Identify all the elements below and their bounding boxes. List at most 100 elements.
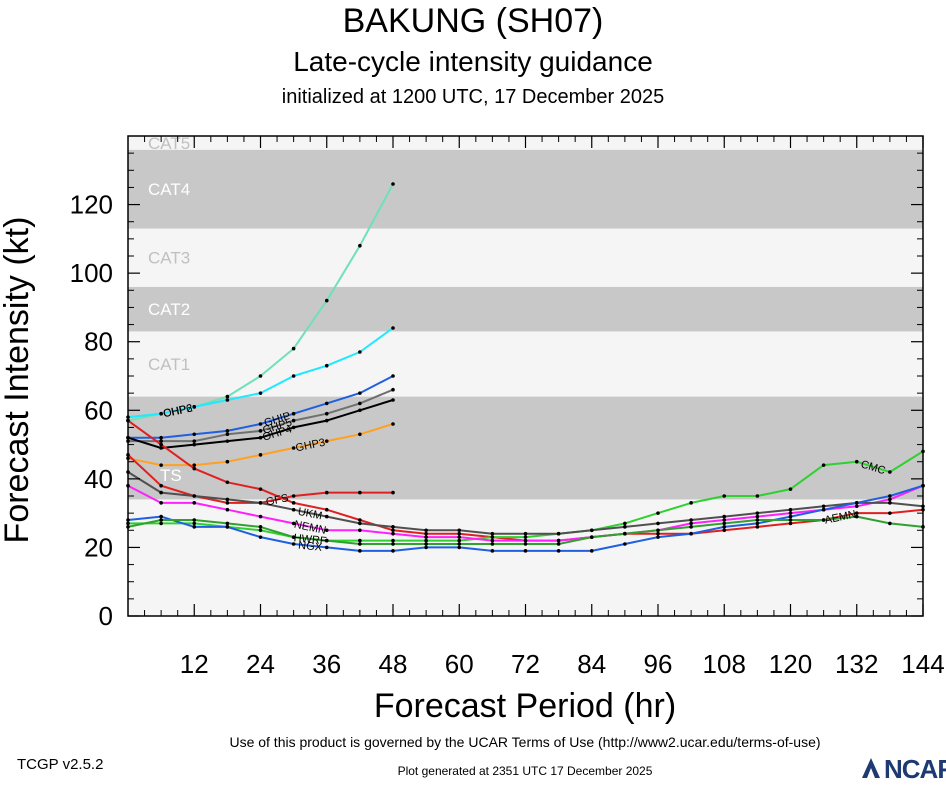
series-point-cmc bbox=[192, 521, 197, 526]
series-point-nemn bbox=[358, 528, 362, 533]
y-axis-label: Forecast Intensity (kt) bbox=[0, 217, 36, 544]
series-point-aemn bbox=[192, 466, 197, 471]
series-point-ukm bbox=[722, 514, 727, 519]
series-label-chp6: CHP6 bbox=[162, 402, 193, 420]
series-point-nemn bbox=[523, 538, 528, 543]
series-point-ngx bbox=[391, 549, 395, 553]
series-point-cmc bbox=[159, 521, 163, 526]
series-point-ohp2 bbox=[358, 350, 362, 354]
series-point-ghp3 bbox=[324, 439, 329, 443]
series-point-ghip bbox=[258, 422, 263, 426]
series-point-ghip bbox=[159, 435, 163, 440]
initialization-time: initialized at 1200 UTC, 17 December 202… bbox=[281, 86, 665, 108]
series-point-ohp4 bbox=[324, 418, 329, 423]
series-point-hwrf bbox=[689, 525, 693, 529]
series-point-ngx bbox=[788, 514, 793, 519]
series-point-chp6 bbox=[358, 243, 362, 248]
x-tick-label: 48 bbox=[379, 649, 408, 679]
page-title: BAKUNG (SH07) bbox=[342, 2, 604, 40]
series-point-hwrf bbox=[523, 542, 528, 546]
series-point-nemn bbox=[324, 528, 329, 533]
terms-of-use: Use of this product is governed by the U… bbox=[229, 734, 821, 750]
x-tick-label: 60 bbox=[445, 649, 474, 679]
series-point-hwrf bbox=[424, 542, 428, 546]
y-tick-label: 20 bbox=[84, 532, 113, 562]
series-point-cmc bbox=[888, 470, 892, 474]
series-point-chp6 bbox=[324, 298, 329, 303]
generated-timestamp: Plot generated at 2351 UTC 17 December 2… bbox=[397, 764, 653, 778]
ncar-logo: NCAR bbox=[858, 754, 946, 784]
series-point-ukm bbox=[258, 501, 263, 505]
series-label-ngx: NGX bbox=[298, 540, 324, 554]
series-point-ngx bbox=[589, 549, 594, 553]
series-point-ohp4 bbox=[291, 425, 296, 430]
series-point-ohp2 bbox=[324, 363, 329, 368]
series-point-nemn bbox=[258, 514, 263, 519]
page-subtitle: Late-cycle intensity guidance bbox=[293, 46, 653, 77]
series-point-ukm bbox=[788, 507, 793, 512]
series-point-ghip bbox=[358, 391, 362, 395]
series-point-hwrf bbox=[457, 542, 462, 546]
version-label: TCGP v2.5.2 bbox=[17, 756, 104, 773]
series-point-ohp4 bbox=[159, 446, 163, 450]
series-point-ukm bbox=[523, 531, 528, 536]
x-tick-label: 120 bbox=[769, 649, 812, 679]
series-point-cmc bbox=[358, 538, 362, 543]
series-point-ohp4 bbox=[258, 435, 263, 440]
series-point-ukm bbox=[490, 531, 495, 536]
series-point-aemn bbox=[854, 511, 859, 515]
series-point-hwrf bbox=[888, 521, 892, 526]
series-point-gfs bbox=[159, 483, 163, 488]
series-point-ukm bbox=[159, 490, 163, 495]
series-point-cmc bbox=[656, 511, 660, 515]
series-point-ghp3 bbox=[291, 446, 296, 450]
series-point-ngx bbox=[291, 542, 296, 546]
series-label-ghp3: GHP3 bbox=[294, 437, 326, 455]
series-point-hwrf bbox=[490, 542, 495, 546]
band-cat3 bbox=[128, 228, 923, 287]
series-point-ohp4 bbox=[358, 408, 362, 413]
series-point-ghip bbox=[291, 411, 296, 416]
series-point-ngx bbox=[689, 531, 693, 536]
series-point-aemn bbox=[258, 487, 263, 491]
series-point-ngx bbox=[722, 525, 727, 529]
series-point-gfs bbox=[324, 490, 329, 495]
series-point-ghp3 bbox=[358, 432, 362, 437]
series-point-ohp4 bbox=[225, 439, 230, 443]
series-point-ukm bbox=[888, 501, 892, 505]
x-tick-label: 12 bbox=[180, 649, 209, 679]
series-point-hwrf bbox=[821, 518, 826, 522]
series-point-ghp5 bbox=[258, 429, 263, 433]
series-point-nemn bbox=[689, 521, 693, 526]
series-point-hwrf bbox=[722, 521, 727, 526]
series-point-chp6 bbox=[291, 346, 296, 351]
series-point-ghip bbox=[225, 429, 230, 433]
band-cat1 bbox=[128, 331, 923, 397]
series-point-ukm bbox=[291, 507, 296, 512]
series-point-cmc bbox=[755, 494, 760, 498]
x-tick-label: 144 bbox=[901, 649, 944, 679]
series-point-ghp5 bbox=[192, 439, 197, 443]
series-point-hwrf bbox=[258, 525, 263, 529]
series-point-ghip bbox=[391, 374, 395, 378]
series-point-ukm bbox=[821, 504, 826, 509]
series-point-ukm bbox=[192, 494, 197, 498]
series-point-hwrf bbox=[854, 514, 859, 519]
series-point-ukm bbox=[755, 511, 760, 515]
x-tick-label: 72 bbox=[511, 649, 540, 679]
band-label-cat1: CAT1 bbox=[148, 355, 190, 374]
band-cat4 bbox=[128, 149, 923, 229]
series-point-ohp2 bbox=[291, 374, 296, 378]
series-point-nemn bbox=[192, 501, 197, 505]
series-point-gfs bbox=[358, 490, 362, 495]
series-point-nemn bbox=[225, 507, 230, 512]
series-point-ukm bbox=[225, 497, 230, 502]
series-label-ukm: UKM bbox=[297, 506, 323, 523]
band-label-cat5: CAT5 bbox=[148, 134, 190, 153]
series-point-ukm bbox=[324, 514, 329, 519]
series-point-ghp5 bbox=[358, 401, 362, 406]
series-point-hwrf bbox=[192, 518, 197, 522]
series-point-cmc bbox=[854, 459, 859, 464]
series-point-aemn bbox=[324, 507, 329, 512]
series-point-ohp2 bbox=[225, 398, 230, 402]
